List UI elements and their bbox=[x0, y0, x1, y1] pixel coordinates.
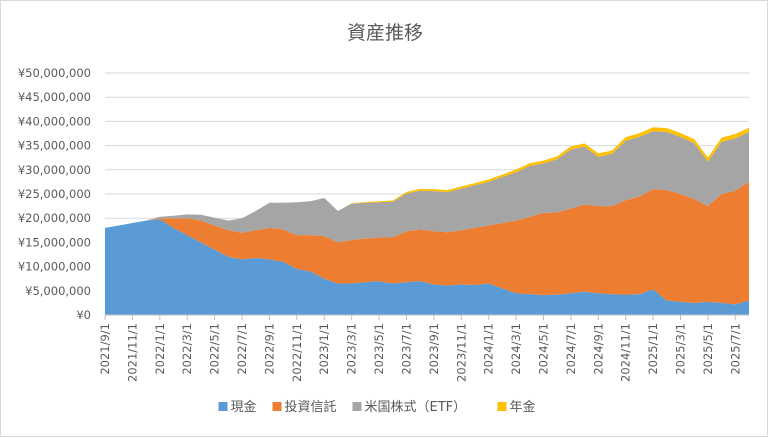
x-tick-label: 2025/1/1 bbox=[646, 323, 660, 375]
x-tick-label: 2024/3/1 bbox=[509, 323, 523, 375]
chart-title: 資産推移 bbox=[347, 22, 423, 44]
x-axis-ticks: 2021/9/1 2021/11/1 2022/1/1 2022/3/1 2022/5/… bbox=[98, 315, 742, 382]
x-tick-label: 2022/11/1 bbox=[290, 323, 304, 382]
y-tick-label: ¥10,000,000 bbox=[18, 260, 91, 274]
x-tick-label: 2024/1/1 bbox=[482, 323, 496, 375]
x-tick-label: 2025/3/1 bbox=[673, 323, 687, 375]
x-tick-label: 2024/7/1 bbox=[564, 323, 578, 375]
y-tick-label: ¥20,000,000 bbox=[18, 211, 91, 225]
legend-swatch-年金 bbox=[497, 402, 507, 411]
legend-label-投資信託: 投資信託 bbox=[285, 399, 337, 415]
area-series-投資信託 bbox=[105, 181, 749, 305]
x-tick-label: 2023/3/1 bbox=[345, 323, 359, 375]
y-tick-label: ¥40,000,000 bbox=[18, 114, 91, 128]
area-series-年金 bbox=[105, 127, 749, 228]
y-tick-label: ¥15,000,000 bbox=[18, 235, 91, 249]
x-tick-label: 2022/5/1 bbox=[208, 323, 222, 375]
x-tick-label: 2021/9/1 bbox=[98, 323, 112, 375]
area-series-現金 bbox=[105, 219, 749, 315]
legend-label-米国株式（ETF）: 米国株式（ETF） bbox=[365, 400, 467, 415]
x-tick-label: 2023/11/1 bbox=[454, 323, 468, 382]
x-tick-label: 2023/1/1 bbox=[317, 323, 331, 375]
area-series bbox=[105, 127, 749, 315]
y-tick-label: ¥30,000,000 bbox=[18, 163, 91, 177]
y-tick-label: ¥35,000,000 bbox=[18, 139, 91, 153]
legend-swatch-米国株式（ETF） bbox=[352, 402, 362, 411]
legend-swatch-投資信託 bbox=[272, 402, 282, 411]
x-tick-label: 2021/11/1 bbox=[125, 323, 139, 382]
y-tick-label: ¥25,000,000 bbox=[18, 187, 91, 201]
y-tick-label: ¥0 bbox=[76, 308, 91, 322]
x-tick-label: 2022/7/1 bbox=[235, 323, 249, 375]
x-tick-label: 2024/11/1 bbox=[619, 323, 633, 382]
x-tick-label: 2022/3/1 bbox=[180, 323, 194, 375]
legend-label-年金: 年金 bbox=[510, 399, 536, 415]
legend-swatch-現金 bbox=[218, 402, 228, 411]
y-axis-ticks: ¥0 ¥5,000,000 ¥10,000,000 ¥15,000,000 ¥20,00… bbox=[18, 66, 91, 322]
legend: 現金 投資信託 米国株式（ETF） 年金 bbox=[218, 399, 536, 415]
x-tick-label: 2023/9/1 bbox=[427, 323, 441, 375]
x-tick-label: 2025/5/1 bbox=[701, 323, 715, 375]
y-tick-label: ¥5,000,000 bbox=[25, 284, 91, 298]
x-tick-label: 2022/1/1 bbox=[153, 323, 167, 375]
y-tick-label: ¥50,000,000 bbox=[18, 66, 91, 80]
legend-label-現金: 現金 bbox=[231, 399, 257, 415]
area-series-米国株式（ETF） bbox=[105, 131, 749, 243]
x-tick-label: 2022/9/1 bbox=[262, 323, 276, 375]
x-tick-label: 2023/7/1 bbox=[399, 323, 413, 375]
y-tick-label: ¥45,000,000 bbox=[18, 90, 91, 104]
x-tick-label: 2024/5/1 bbox=[536, 323, 550, 375]
x-tick-label: 2024/9/1 bbox=[591, 323, 605, 375]
x-tick-label: 2023/5/1 bbox=[372, 323, 386, 375]
x-tick-label: 2025/7/1 bbox=[728, 323, 742, 375]
